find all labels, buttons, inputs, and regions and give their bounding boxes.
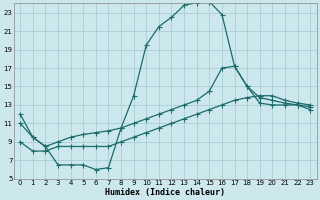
X-axis label: Humidex (Indice chaleur): Humidex (Indice chaleur): [105, 188, 225, 197]
